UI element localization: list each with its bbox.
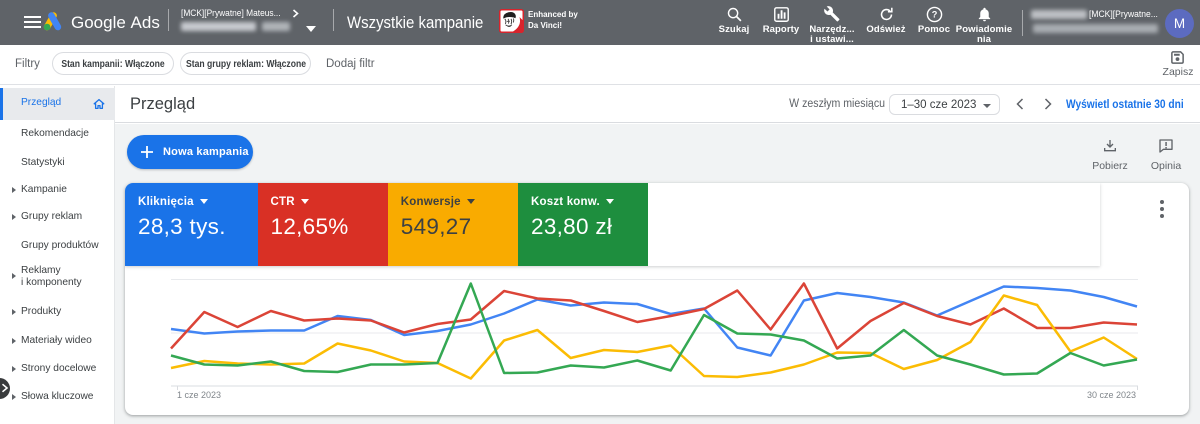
svg-text:?: ?: [931, 10, 937, 20]
